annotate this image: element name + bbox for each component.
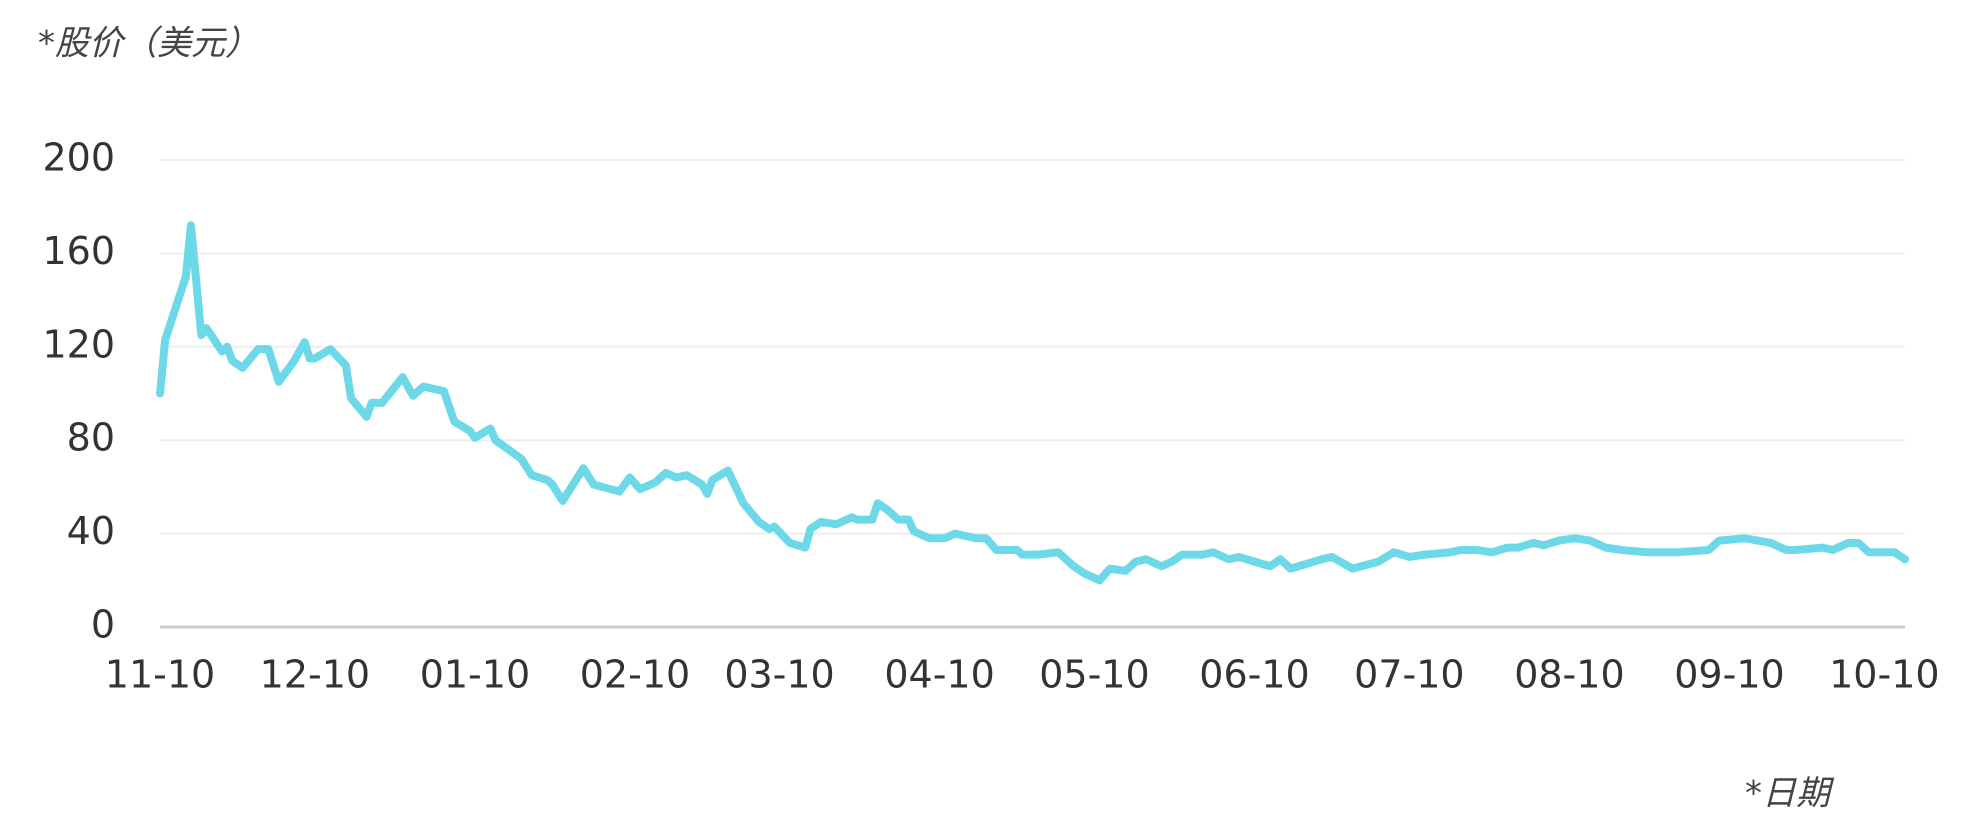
y-tick-label: 200 — [42, 136, 115, 180]
y-tick-label: 0 — [91, 603, 115, 647]
x-tick-label: 12-10 — [260, 653, 370, 697]
x-tick-label: 08-10 — [1514, 653, 1624, 697]
y-axis-title: *股价（美元） — [38, 24, 259, 64]
x-tick-label: 03-10 — [724, 653, 834, 697]
x-tick-label: 06-10 — [1199, 653, 1309, 697]
x-tick-label: 10-10 — [1829, 653, 1939, 697]
y-tick-label: 80 — [67, 416, 115, 460]
y-tick-label: 40 — [67, 509, 115, 553]
x-tick-label: 02-10 — [580, 653, 690, 697]
x-tick-label: 01-10 — [420, 653, 530, 697]
x-tick-label: 05-10 — [1039, 653, 1149, 697]
x-tick-label: 07-10 — [1354, 653, 1464, 697]
x-tick-label: 04-10 — [884, 653, 994, 697]
x-axis-title: *日期 — [1745, 774, 1835, 814]
y-tick-label: 120 — [42, 322, 115, 366]
x-tick-label: 11-10 — [105, 653, 215, 697]
price-line — [156, 221, 1909, 585]
x-tick-label: 09-10 — [1674, 653, 1784, 697]
y-tick-label: 160 — [42, 229, 115, 273]
